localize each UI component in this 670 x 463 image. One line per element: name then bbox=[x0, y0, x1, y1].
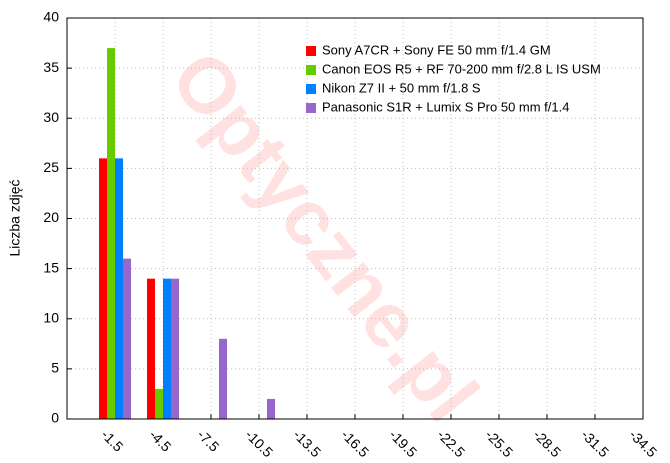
legend-swatch bbox=[306, 84, 316, 94]
x-tick-label: -16.5 bbox=[338, 426, 372, 460]
y-tick-label: 25 bbox=[43, 159, 59, 175]
x-tick-label: -1.5 bbox=[98, 426, 127, 455]
legend-label: Nikon Z7 II + 50 mm f/1.8 S bbox=[322, 80, 481, 95]
x-tick-label: -13.5 bbox=[290, 426, 324, 460]
y-tick-label: 40 bbox=[43, 9, 59, 25]
legend-swatch bbox=[306, 65, 316, 75]
y-tick-label: 0 bbox=[51, 410, 59, 426]
legend-swatch bbox=[306, 103, 316, 113]
plot-frame bbox=[66, 17, 644, 420]
x-tick-label: -34.5 bbox=[626, 426, 660, 460]
legend-label: Panasonic S1R + Lumix S Pro 50 mm f/1.4 bbox=[322, 99, 569, 114]
x-tick-label: -19.5 bbox=[386, 426, 420, 460]
x-tick-label: -28.5 bbox=[530, 426, 564, 460]
legend: Sony A7CR + Sony FE 50 mm f/1.4 GM Canon … bbox=[306, 42, 601, 114]
y-tick-label: 10 bbox=[43, 309, 59, 325]
x-tick-label: -10.5 bbox=[242, 426, 276, 460]
x-tick-label: -25.5 bbox=[482, 426, 516, 460]
legend-label: Canon EOS R5 + RF 70-200 mm f/2.8 L IS U… bbox=[322, 61, 601, 76]
y-tick-label: 15 bbox=[43, 259, 59, 275]
bar bbox=[171, 278, 179, 419]
bar bbox=[163, 278, 171, 419]
y-axis-label: Liczba zdjęć bbox=[7, 179, 23, 256]
legend-label: Sony A7CR + Sony FE 50 mm f/1.4 GM bbox=[322, 42, 551, 57]
y-tick-label: 5 bbox=[51, 360, 59, 376]
x-tick-label: -4.5 bbox=[146, 426, 175, 455]
bar bbox=[115, 158, 123, 419]
bar bbox=[155, 388, 163, 419]
y-tick-label: 30 bbox=[43, 109, 59, 125]
x-tick-label: -31.5 bbox=[578, 426, 612, 460]
bar bbox=[99, 158, 107, 419]
bar bbox=[147, 278, 155, 419]
y-tick-label: 20 bbox=[43, 209, 59, 225]
y-tick-label: 35 bbox=[43, 59, 59, 75]
bar bbox=[219, 338, 227, 419]
legend-swatch bbox=[306, 46, 316, 56]
bar bbox=[123, 258, 131, 419]
bar bbox=[267, 398, 275, 419]
bar bbox=[107, 48, 115, 419]
x-tick-label: -7.5 bbox=[194, 426, 223, 455]
x-tick-label: -22.5 bbox=[434, 426, 468, 460]
